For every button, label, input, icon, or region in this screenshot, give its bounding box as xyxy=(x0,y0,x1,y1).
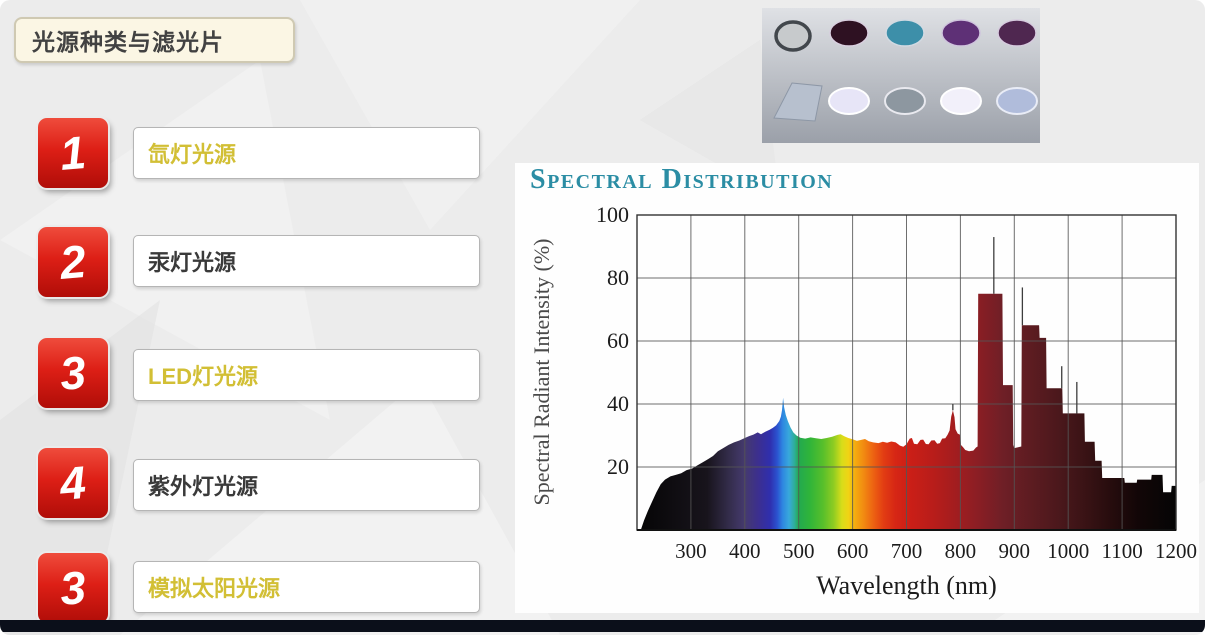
item-5-box[interactable]: 模拟太阳光源 xyxy=(133,561,480,613)
item-4-box[interactable]: 紫外灯光源 xyxy=(133,459,480,511)
periwinkle-filter xyxy=(996,87,1038,115)
chart-title: Spectral Distribution xyxy=(530,164,833,195)
y-tick-label: 60 xyxy=(607,328,629,353)
x-tick-label: 900 xyxy=(999,539,1031,563)
item-1-label: 氙灯光源 xyxy=(148,142,237,167)
item-3-label: LED灯光源 xyxy=(148,364,259,389)
slide-footer-bar xyxy=(0,620,1205,632)
y-tick-label: 40 xyxy=(607,391,629,416)
teal-filter xyxy=(885,19,925,47)
x-tick-label: 400 xyxy=(729,539,761,563)
white-filter xyxy=(940,87,982,115)
gray-lens xyxy=(774,20,812,52)
purple-filter xyxy=(941,19,981,47)
x-tick-label: 800 xyxy=(945,539,977,563)
spectrum-area xyxy=(640,293,1176,530)
square-glass-filter xyxy=(773,82,823,122)
x-tick-label: 500 xyxy=(783,539,815,563)
x-tick-label: 300 xyxy=(675,539,707,563)
x-tick-label: 700 xyxy=(891,539,923,563)
item-5-label: 模拟太阳光源 xyxy=(148,576,281,601)
y-tick-label: 80 xyxy=(607,265,629,290)
item-1-number: 1 xyxy=(57,125,89,181)
item-2-number: 2 xyxy=(57,234,89,290)
plum-filter xyxy=(997,19,1037,47)
spectral-distribution-chart: Spectral Distribution 300 400 500 600 700 800 9… xyxy=(515,163,1199,613)
item-2-label: 汞灯光源 xyxy=(148,250,237,275)
optical-filters-image xyxy=(762,8,1040,143)
item-3-number: 3 xyxy=(57,345,89,401)
chart-background xyxy=(515,163,1199,613)
item-1-box[interactable]: 氙灯光源 xyxy=(133,127,480,179)
item-5-number-badge[interactable]: 3 xyxy=(38,553,108,623)
slide-title: 光源种类与滤光片 xyxy=(32,29,224,55)
x-tick-label: 1200 xyxy=(1155,539,1197,563)
gray-filter xyxy=(884,87,926,115)
item-5-number: 3 xyxy=(57,560,89,616)
item-4-label: 紫外灯光源 xyxy=(148,474,259,499)
x-tick-label: 1000 xyxy=(1047,539,1089,563)
slide-title-box: 光源种类与滤光片 xyxy=(14,17,295,63)
x-tick-label: 600 xyxy=(837,539,869,563)
item-4-number: 4 xyxy=(57,455,89,511)
lavender-filter xyxy=(828,87,870,115)
item-2-box[interactable]: 汞灯光源 xyxy=(133,235,480,287)
item-3-box[interactable]: LED灯光源 xyxy=(133,349,480,401)
item-2-number-badge[interactable]: 2 xyxy=(38,227,108,297)
item-3-number-badge[interactable]: 3 xyxy=(38,338,108,408)
item-1-number-badge[interactable]: 1 xyxy=(38,118,108,188)
y-tick-label: 20 xyxy=(607,454,629,479)
maroon-filter xyxy=(829,19,869,47)
y-axis-label: Spectral Radiant Intensity (%) xyxy=(529,239,554,506)
x-tick-label: 1100 xyxy=(1101,539,1142,563)
item-4-number-badge[interactable]: 4 xyxy=(38,448,108,518)
y-tick-label: 100 xyxy=(596,202,629,227)
x-axis-label: Wavelength (nm) xyxy=(816,571,997,600)
